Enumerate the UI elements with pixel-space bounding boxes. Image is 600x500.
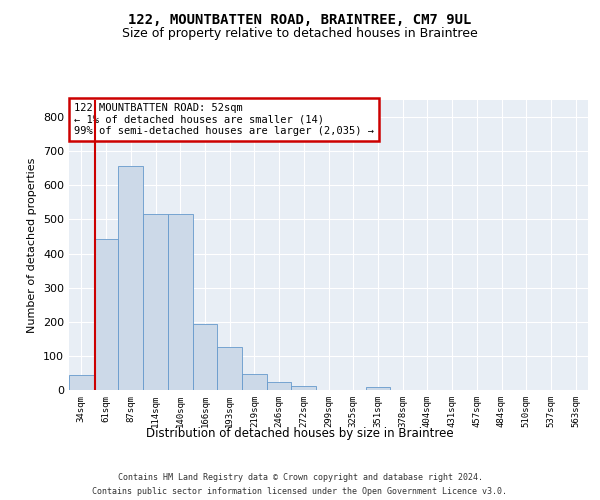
Text: Contains public sector information licensed under the Open Government Licence v3: Contains public sector information licen… bbox=[92, 488, 508, 496]
Bar bbox=[242, 374, 267, 390]
Bar bbox=[118, 166, 143, 390]
Bar bbox=[193, 324, 217, 390]
Text: 122, MOUNTBATTEN ROAD, BRAINTREE, CM7 9UL: 122, MOUNTBATTEN ROAD, BRAINTREE, CM7 9U… bbox=[128, 12, 472, 26]
Y-axis label: Number of detached properties: Number of detached properties bbox=[28, 158, 37, 332]
Bar bbox=[292, 386, 316, 390]
Bar bbox=[267, 382, 292, 390]
Bar bbox=[365, 386, 390, 390]
Bar bbox=[94, 239, 118, 390]
Bar bbox=[217, 348, 242, 390]
Text: Contains HM Land Registry data © Crown copyright and database right 2024.: Contains HM Land Registry data © Crown c… bbox=[118, 472, 482, 482]
Bar bbox=[69, 374, 94, 390]
Bar bbox=[168, 214, 193, 390]
Text: Distribution of detached houses by size in Braintree: Distribution of detached houses by size … bbox=[146, 428, 454, 440]
Bar bbox=[143, 214, 168, 390]
Text: Size of property relative to detached houses in Braintree: Size of property relative to detached ho… bbox=[122, 28, 478, 40]
Text: 122 MOUNTBATTEN ROAD: 52sqm
← 1% of detached houses are smaller (14)
99% of semi: 122 MOUNTBATTEN ROAD: 52sqm ← 1% of deta… bbox=[74, 103, 374, 136]
